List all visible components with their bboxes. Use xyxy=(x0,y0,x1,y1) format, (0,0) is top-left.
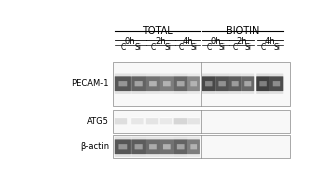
Text: β-actin: β-actin xyxy=(80,142,109,151)
FancyBboxPatch shape xyxy=(115,137,131,157)
FancyBboxPatch shape xyxy=(163,144,171,149)
FancyBboxPatch shape xyxy=(115,139,131,154)
FancyBboxPatch shape xyxy=(160,74,174,94)
FancyBboxPatch shape xyxy=(131,139,146,154)
FancyBboxPatch shape xyxy=(113,62,289,106)
FancyBboxPatch shape xyxy=(146,118,158,124)
Text: C: C xyxy=(206,43,212,52)
FancyBboxPatch shape xyxy=(131,76,146,91)
FancyBboxPatch shape xyxy=(187,137,200,157)
Text: BIOTIN: BIOTIN xyxy=(226,26,259,36)
FancyBboxPatch shape xyxy=(270,76,283,91)
FancyBboxPatch shape xyxy=(202,76,215,91)
FancyBboxPatch shape xyxy=(160,139,174,154)
Text: 2h: 2h xyxy=(236,37,247,46)
Text: C: C xyxy=(120,43,126,52)
FancyBboxPatch shape xyxy=(146,137,160,157)
FancyBboxPatch shape xyxy=(115,76,131,91)
FancyBboxPatch shape xyxy=(113,110,289,133)
FancyBboxPatch shape xyxy=(160,117,172,125)
Text: 0h: 0h xyxy=(210,37,221,46)
FancyBboxPatch shape xyxy=(146,117,158,125)
FancyBboxPatch shape xyxy=(174,137,188,157)
FancyBboxPatch shape xyxy=(215,76,229,91)
FancyBboxPatch shape xyxy=(205,81,213,86)
FancyBboxPatch shape xyxy=(174,74,188,94)
FancyBboxPatch shape xyxy=(113,135,289,158)
FancyBboxPatch shape xyxy=(187,76,200,91)
FancyBboxPatch shape xyxy=(187,139,200,154)
FancyBboxPatch shape xyxy=(146,139,160,154)
FancyBboxPatch shape xyxy=(256,74,270,94)
FancyBboxPatch shape xyxy=(241,76,254,91)
FancyBboxPatch shape xyxy=(160,137,174,157)
Text: 4h: 4h xyxy=(265,37,275,46)
FancyBboxPatch shape xyxy=(160,118,172,124)
FancyBboxPatch shape xyxy=(174,139,188,154)
FancyBboxPatch shape xyxy=(149,81,157,86)
Text: 4h: 4h xyxy=(182,37,193,46)
FancyBboxPatch shape xyxy=(273,81,280,86)
FancyBboxPatch shape xyxy=(215,74,229,94)
Text: ATG5: ATG5 xyxy=(87,117,109,126)
Text: 0h: 0h xyxy=(125,37,135,46)
FancyBboxPatch shape xyxy=(259,81,267,86)
Text: Si: Si xyxy=(190,43,197,52)
FancyBboxPatch shape xyxy=(177,81,185,86)
FancyBboxPatch shape xyxy=(115,74,131,94)
FancyBboxPatch shape xyxy=(244,81,251,86)
Text: C: C xyxy=(151,43,156,52)
FancyBboxPatch shape xyxy=(190,144,197,149)
FancyBboxPatch shape xyxy=(218,81,226,86)
Text: 2h: 2h xyxy=(155,37,166,46)
Text: PECAM-1: PECAM-1 xyxy=(71,79,109,88)
FancyBboxPatch shape xyxy=(131,118,143,124)
FancyBboxPatch shape xyxy=(146,76,160,91)
FancyBboxPatch shape xyxy=(187,118,200,124)
FancyBboxPatch shape xyxy=(131,137,146,157)
FancyBboxPatch shape xyxy=(115,117,127,125)
FancyBboxPatch shape xyxy=(190,81,197,86)
FancyBboxPatch shape xyxy=(174,76,188,91)
Text: C: C xyxy=(179,43,184,52)
FancyBboxPatch shape xyxy=(118,144,127,149)
FancyBboxPatch shape xyxy=(163,81,171,86)
FancyBboxPatch shape xyxy=(131,117,143,125)
FancyBboxPatch shape xyxy=(270,74,283,94)
FancyBboxPatch shape xyxy=(187,117,200,125)
Text: Si: Si xyxy=(273,43,280,52)
Text: Si: Si xyxy=(244,43,251,52)
Text: TOTAL: TOTAL xyxy=(142,26,172,36)
FancyBboxPatch shape xyxy=(202,74,215,94)
FancyBboxPatch shape xyxy=(229,76,242,91)
FancyBboxPatch shape xyxy=(135,81,143,86)
FancyBboxPatch shape xyxy=(160,76,174,91)
FancyBboxPatch shape xyxy=(135,144,143,149)
FancyBboxPatch shape xyxy=(131,74,146,94)
FancyBboxPatch shape xyxy=(256,76,270,91)
Text: C: C xyxy=(233,43,238,52)
FancyBboxPatch shape xyxy=(241,74,254,94)
FancyBboxPatch shape xyxy=(174,118,187,124)
FancyBboxPatch shape xyxy=(146,74,160,94)
Text: Si: Si xyxy=(219,43,226,52)
FancyBboxPatch shape xyxy=(118,81,127,86)
FancyBboxPatch shape xyxy=(149,144,157,149)
FancyBboxPatch shape xyxy=(229,74,242,94)
FancyBboxPatch shape xyxy=(174,117,187,125)
FancyBboxPatch shape xyxy=(232,81,239,86)
Text: Si: Si xyxy=(135,43,141,52)
FancyBboxPatch shape xyxy=(177,144,185,149)
FancyBboxPatch shape xyxy=(115,118,127,124)
FancyBboxPatch shape xyxy=(187,74,200,94)
Text: C: C xyxy=(261,43,266,52)
Text: Si: Si xyxy=(164,43,171,52)
